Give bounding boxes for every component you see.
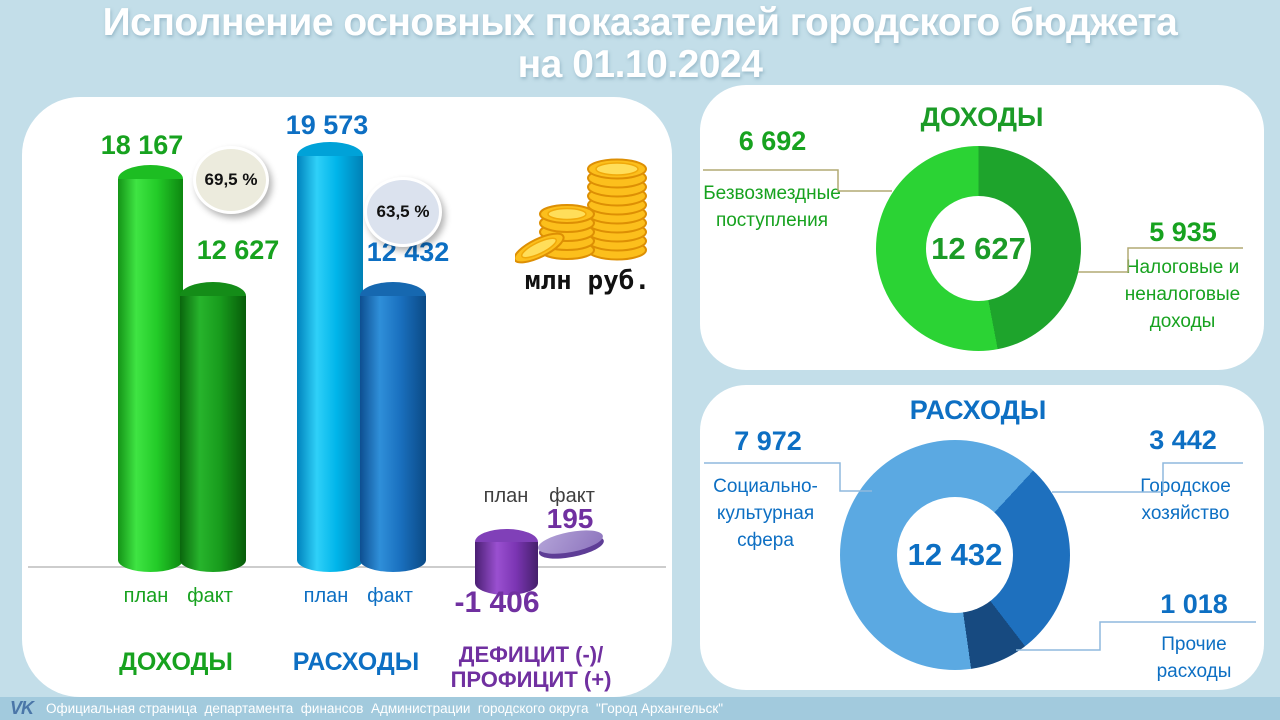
budget-bars-panel: 18 167 12 627 19 573 12 432 195 -1 406 6…	[22, 97, 672, 697]
balance-group-title: ДЕФИЦИТ (-)/ ПРОФИЦИТ (+)	[431, 642, 631, 692]
balance-plan-bar-body	[475, 542, 538, 595]
expense-segment1-label-line3: сфера	[737, 530, 794, 551]
expense-segment1-value: 7 972	[734, 426, 802, 456]
expense-segment2-label-line1: Городское	[1140, 476, 1231, 497]
income-segment2-label-line1: Налоговые и	[1125, 257, 1240, 278]
expense-group-title: РАСХОДЫ	[292, 648, 420, 676]
expense-plan-bar-body	[297, 156, 363, 572]
expense-fact-bar-body	[360, 296, 426, 572]
unit-label: млн руб.	[524, 266, 651, 296]
income-segment1-label-line2: поступления	[715, 210, 829, 231]
balance-plan-bar	[475, 529, 538, 595]
income-segment2-value: 5 935	[1149, 217, 1217, 247]
expense-segment3-label: Прочие расходы	[1123, 631, 1265, 685]
page-title-line1: Исполнение основных показателей городско…	[102, 1, 1178, 44]
expense-plan-axis-label: план	[303, 585, 349, 607]
income-segment2-label-line3: доходы	[1149, 311, 1216, 332]
coins-icon	[515, 158, 647, 264]
expense-plan-value: 19 573	[285, 110, 369, 140]
expense-segment2-value: 3 442	[1149, 425, 1217, 455]
expense-fact-axis-label: факт	[367, 585, 413, 607]
income-donut-title: ДОХОДЫ	[920, 102, 1044, 132]
balance-plan-value: -1 406	[454, 586, 540, 619]
balance-fact-value: 195	[546, 503, 594, 534]
income-fact-bar-body	[180, 296, 246, 572]
income-segment2-label-line2: неналоговые	[1124, 284, 1241, 305]
expense-donut-title: РАСХОДЫ	[909, 395, 1047, 425]
income-segment1-label: Безвозмездные поступления	[686, 180, 858, 234]
expense-donut-hole: 12 432	[897, 497, 1013, 613]
expense-percent-badge: 63,5 %	[364, 177, 442, 247]
income-fact-bar	[180, 282, 246, 572]
expense-segment2-label: Городское хозяйство	[1113, 473, 1258, 527]
footer-text: Официальная страница департамента финанс…	[46, 701, 724, 716]
income-segment1-value: 6 692	[738, 126, 807, 156]
income-plan-value: 18 167	[100, 130, 184, 160]
balance-group-title-line2: ПРОФИЦИТ (+)	[450, 667, 612, 692]
income-fact-axis-label: факт	[187, 585, 233, 607]
vk-icon: VK	[10, 698, 34, 718]
expense-plan-bar	[297, 142, 363, 572]
expense-percent-value: 63,5 %	[376, 202, 430, 221]
income-segment1-label-line1: Безвозмездные	[703, 183, 841, 204]
footer-strip	[0, 697, 1280, 720]
income-plan-bar	[118, 165, 183, 572]
income-donut-ring: 12 627	[876, 146, 1081, 351]
income-segment2-label: Налоговые и неналоговые доходы	[1105, 254, 1260, 335]
income-percent-badge: 69,5 %	[193, 146, 269, 214]
expense-segment1-label-line2: культурная	[716, 503, 815, 524]
expense-segment2-label-line2: хозяйство	[1141, 503, 1230, 524]
expense-segment3-label-line2: расходы	[1156, 661, 1232, 682]
income-donut-center-value: 12 627	[931, 230, 1026, 266]
income-group-title: ДОХОДЫ	[119, 648, 233, 676]
expense-segment1-label-line1: Социально-	[713, 476, 818, 497]
expense-segment3-value: 1 018	[1160, 589, 1228, 619]
balance-fact-axis-label: факт	[549, 485, 595, 507]
page-title: Исполнение основных показателей городско…	[0, 2, 1280, 86]
expense-segment1-label: Социально- культурная сфера	[683, 473, 848, 554]
income-plan-bar-body	[118, 179, 183, 572]
expense-donut-ring: 12 432	[840, 440, 1070, 670]
expense-donut-center-value: 12 432	[907, 537, 1003, 572]
income-fact-value: 12 627	[196, 235, 280, 265]
balance-group-title-line1: ДЕФИЦИТ (-)/	[458, 642, 604, 667]
income-plan-axis-label: план	[123, 585, 169, 607]
balance-plan-axis-label: план	[483, 485, 529, 507]
expense-segment3-label-line1: Прочие	[1161, 634, 1227, 655]
income-percent-value: 69,5 %	[204, 170, 258, 189]
income-donut-hole: 12 627	[926, 196, 1031, 301]
page-title-line2: на 01.10.2024	[517, 43, 763, 86]
expense-fact-bar	[360, 282, 426, 572]
